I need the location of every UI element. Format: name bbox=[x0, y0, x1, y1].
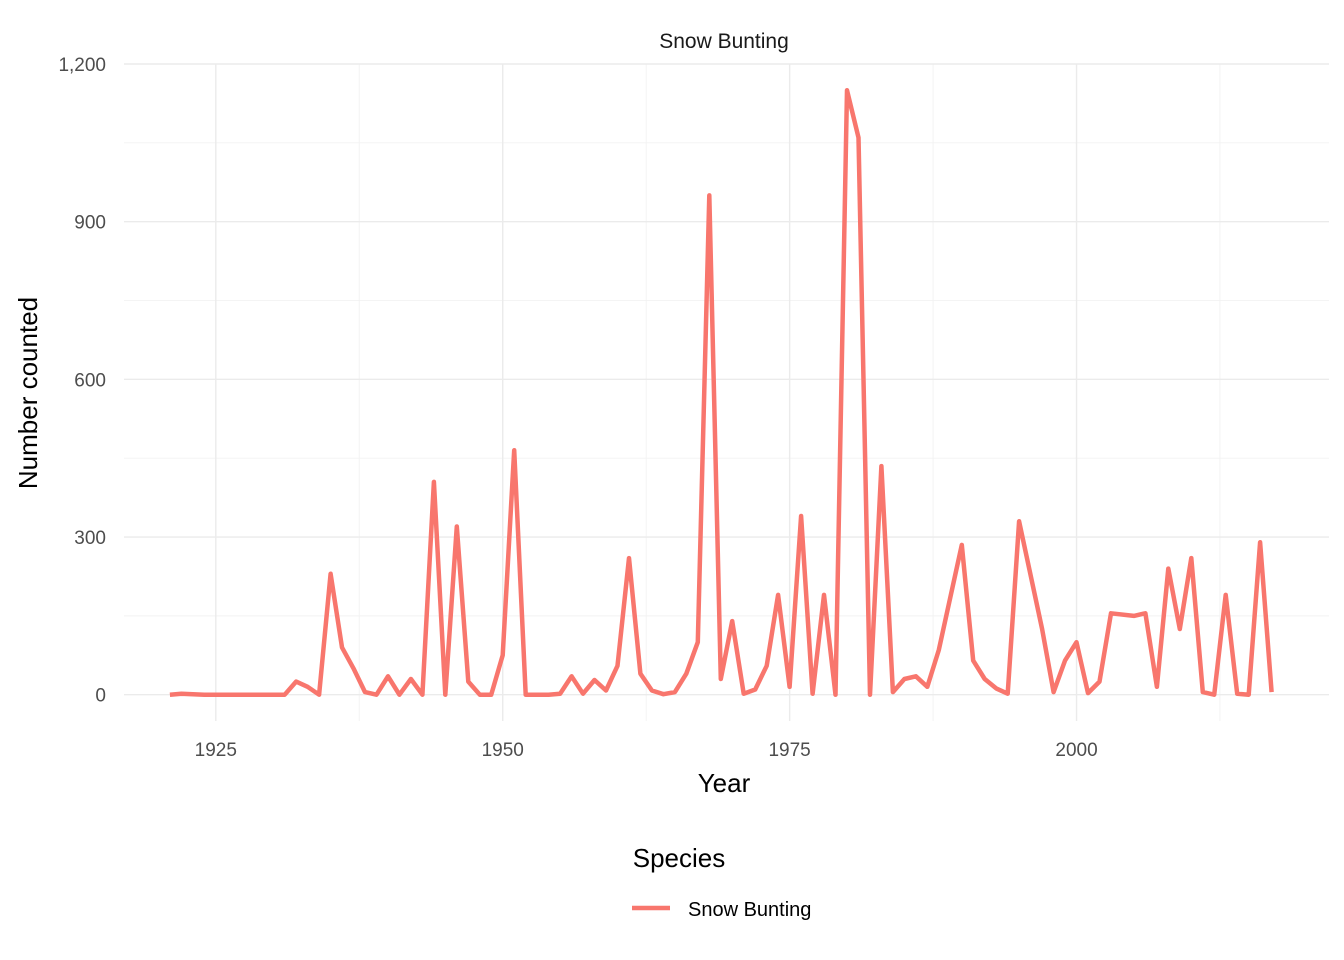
x-tick-label-0: 1925 bbox=[195, 740, 237, 761]
y-tick-label-4: 1,200 bbox=[58, 55, 106, 76]
x-tick-label-1: 1950 bbox=[482, 740, 524, 761]
y-tick-label-0: 0 bbox=[95, 686, 106, 707]
legend-label-snow-bunting: Snow Bunting bbox=[688, 899, 811, 921]
y-tick-label-1: 300 bbox=[74, 528, 106, 549]
x-tick-label-3: 2000 bbox=[1055, 740, 1097, 761]
chart-title: Snow Bunting bbox=[659, 30, 789, 53]
y-axis-title: Number counted bbox=[13, 297, 43, 489]
legend-title: Species bbox=[633, 843, 726, 873]
y-axis-ticks: 0 300 600 900 1,200 bbox=[58, 55, 106, 707]
series-line-0 bbox=[169, 88, 1274, 697]
series-layer bbox=[169, 88, 1274, 697]
x-tick-label-2: 1975 bbox=[768, 740, 810, 761]
x-axis-ticks: 1925 1950 1975 2000 bbox=[195, 740, 1098, 761]
y-tick-label-3: 900 bbox=[74, 213, 106, 234]
legend: Species Snow Bunting bbox=[632, 843, 811, 921]
y-tick-label-2: 600 bbox=[74, 370, 106, 391]
major-gridlines bbox=[124, 63, 1329, 721]
x-axis-title: Year bbox=[698, 768, 751, 798]
